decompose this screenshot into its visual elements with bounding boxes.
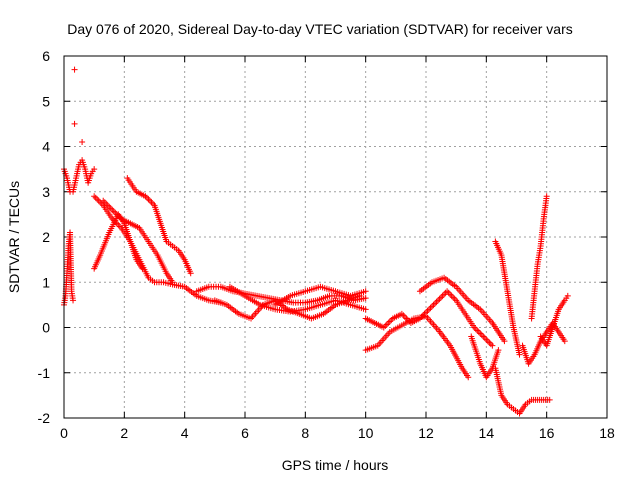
data-point-mid-1 [362, 295, 369, 302]
data-point-late-mid [400, 312, 407, 319]
data-point-late-mid [447, 291, 454, 298]
x-tick-label: 2 [120, 425, 128, 441]
data-point-late-mid [475, 329, 482, 336]
data-point-late-mid [438, 294, 445, 301]
data-point-late-mid [433, 298, 440, 305]
y-tick-label: 1 [42, 274, 50, 290]
data-point-late-mid [472, 326, 479, 333]
data-point-late-mid [426, 306, 433, 313]
y-tick-label: 4 [42, 139, 50, 155]
x-tick-label: 16 [539, 425, 555, 441]
data-point-late-dip-2 [495, 347, 502, 354]
data-point-rise-14-15 [516, 351, 523, 358]
x-tick-label: 8 [301, 425, 309, 441]
data-point-late-mid [480, 333, 487, 340]
data-point-spike-16 [543, 193, 550, 200]
x-axis-label: GPS time / hours [282, 457, 389, 473]
data-point-outliers [71, 120, 78, 127]
x-tick-label: 12 [418, 425, 434, 441]
data-point-late-upper [501, 338, 508, 345]
data-point-late-low-dip [465, 374, 472, 381]
data-point-track-c [169, 279, 176, 286]
data-point-late-mid [441, 291, 448, 298]
data-point-late-mid [477, 330, 484, 337]
data-point-late-mid [484, 338, 491, 345]
data-point-late-mid [481, 335, 488, 342]
data-point-tail [564, 292, 571, 299]
x-tick-label: 18 [599, 425, 615, 441]
y-tick-label: 5 [42, 93, 50, 109]
x-tick-label: 14 [479, 425, 495, 441]
data-point-track-a [91, 193, 98, 200]
data-point-mid-3 [362, 306, 369, 313]
data-point-track-c [100, 197, 107, 204]
data-point-late-mid [424, 307, 431, 314]
data-point-late-mid [478, 332, 485, 339]
data-point-late-mid [474, 327, 481, 334]
data-point-late-mid [432, 300, 439, 307]
y-tick-label: 3 [42, 184, 50, 200]
data-point-late-mid [486, 339, 493, 346]
y-axis-label: SDTVAR / TECUs [6, 181, 22, 293]
data-point-track-c [109, 206, 116, 213]
data-point-late-mid [429, 303, 436, 310]
data-point-late-mid [385, 319, 392, 326]
data-point-late-mid [427, 304, 434, 311]
data-point-track-b [187, 270, 194, 277]
data-point-late-mid [448, 292, 455, 299]
data-point-late-mid [450, 294, 457, 301]
y-tick-label: -2 [38, 410, 51, 426]
chart-title: Day 076 of 2020, Sidereal Day-to-day VTE… [67, 21, 573, 37]
data-point-track-a [94, 196, 101, 203]
data-point-start-cluster [91, 166, 98, 173]
y-tick-label: -1 [38, 365, 51, 381]
data-point-late-mid [445, 289, 452, 296]
data-point-low-start [70, 297, 77, 304]
data-point-tail-2 [561, 338, 568, 345]
data-point-late-mid [483, 336, 490, 343]
data-point-track-b [148, 199, 155, 206]
x-tick-label: 0 [60, 425, 68, 441]
plot-frame [63, 55, 608, 419]
x-tick-label: 6 [241, 425, 249, 441]
x-tick-label: 10 [358, 425, 374, 441]
y-tick-label: 6 [42, 48, 50, 64]
x-tick-label: 4 [181, 425, 189, 441]
y-tick-label: 0 [42, 320, 50, 336]
data-point-late-mid [436, 295, 443, 302]
data-point-deep-dip [546, 396, 553, 403]
data-point-late-mid [382, 322, 389, 329]
data-point-track-a [116, 223, 123, 230]
data-point-mid-4 [362, 288, 369, 295]
data-point-late-mid [489, 342, 496, 349]
data-marks [61, 66, 571, 417]
data-point-late-mid [487, 341, 494, 348]
data-point-late-mid [439, 292, 446, 299]
data-point-low-track-d [139, 265, 146, 272]
data-point-late-mid [430, 301, 437, 308]
data-point-outliers [71, 66, 78, 73]
data-point-late-mid [444, 288, 451, 295]
data-point-track-c [110, 208, 117, 215]
grid-layer [64, 56, 607, 418]
data-point-track-b [145, 196, 152, 203]
data-point-late-mid [386, 318, 393, 325]
data-point-late-mid [435, 297, 442, 304]
data-point-track-a [92, 194, 99, 201]
y-tick-label: 2 [42, 229, 50, 245]
data-point-late-mid [451, 295, 458, 302]
data-point-track-c [101, 199, 108, 206]
data-point-track-b [146, 197, 153, 204]
data-point-outliers [79, 138, 86, 145]
